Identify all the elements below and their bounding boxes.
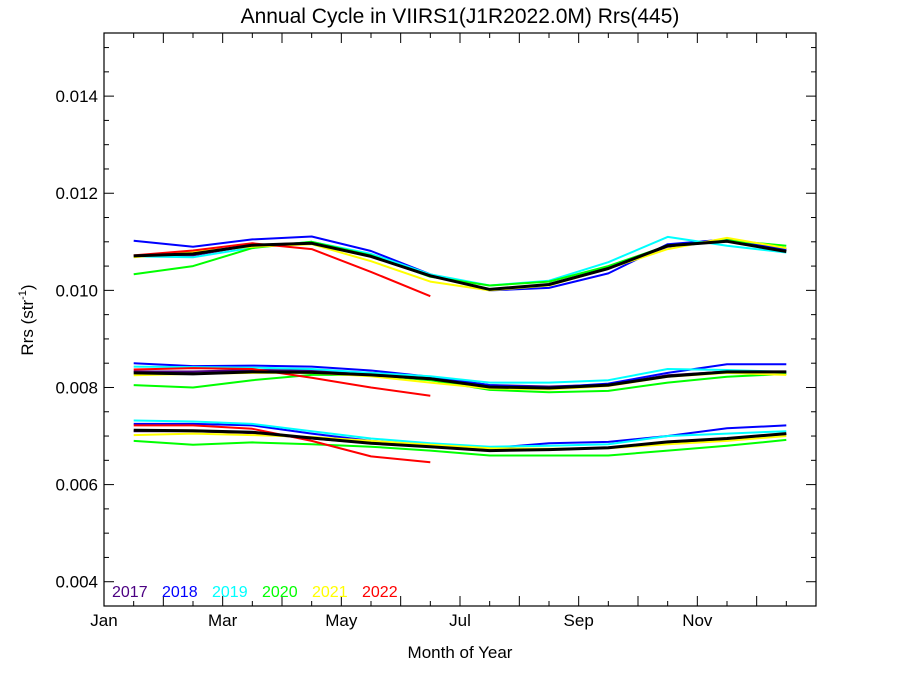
series-line-2019-middle xyxy=(133,365,787,384)
series-line-2019-lower xyxy=(133,419,787,448)
mean-line-lower xyxy=(133,428,787,453)
y-axis-title-main: Rrs (str xyxy=(18,300,37,356)
y-tick-label: 0.014 xyxy=(55,87,98,106)
y-axis-title-sup: -1 xyxy=(17,290,29,300)
mean-line-middle xyxy=(133,370,787,390)
legend-entry-2021: 2021 xyxy=(312,584,348,601)
series-line-2018-middle xyxy=(133,362,787,389)
series-line-2020-lower xyxy=(133,438,787,457)
x-axis-title: Month of Year xyxy=(408,643,513,662)
y-tick-label: 0.006 xyxy=(55,476,98,495)
legend-entry-2019: 2019 xyxy=(212,584,248,601)
plot-area xyxy=(133,235,787,464)
x-tick-label: Nov xyxy=(682,611,713,630)
x-tick-label: Sep xyxy=(564,611,594,630)
x-tick-label: May xyxy=(325,611,358,630)
y-axis-title-close: ) xyxy=(18,284,37,290)
y-tick-label: 0.012 xyxy=(55,184,98,203)
legend-entry-2017: 2017 xyxy=(112,584,148,601)
legend-entry-2022: 2022 xyxy=(362,584,398,601)
x-axis: Jan Mar May Jul Sep Nov xyxy=(90,33,817,630)
legend-entry-2020: 2020 xyxy=(262,584,298,601)
x-tick-label: Jan xyxy=(90,611,117,630)
series-line-2022-upper xyxy=(133,242,431,298)
series-line-2019-upper xyxy=(133,235,787,287)
mean-line-upper xyxy=(133,239,787,291)
y-tick-label: 0.004 xyxy=(55,573,98,592)
chart-title: Annual Cycle in VIIRS1(J1R2022.0M) Rrs(4… xyxy=(241,5,680,28)
y-tick-label: 0.008 xyxy=(55,378,98,397)
x-tick-label: Mar xyxy=(208,611,238,630)
y-axis: 0.004 0.006 0.008 0.010 0.012 0.014 xyxy=(55,47,816,592)
x-tick-label: Jul xyxy=(449,611,471,630)
y-axis-title: Rrs (str-1) xyxy=(17,284,37,355)
y-tick-label: 0.010 xyxy=(55,281,98,300)
legend: 2017 2018 2019 2020 2021 2022 xyxy=(112,584,398,601)
plot-frame xyxy=(103,32,817,607)
legend-entry-2018: 2018 xyxy=(162,584,198,601)
series-line-2021-lower xyxy=(133,432,787,450)
